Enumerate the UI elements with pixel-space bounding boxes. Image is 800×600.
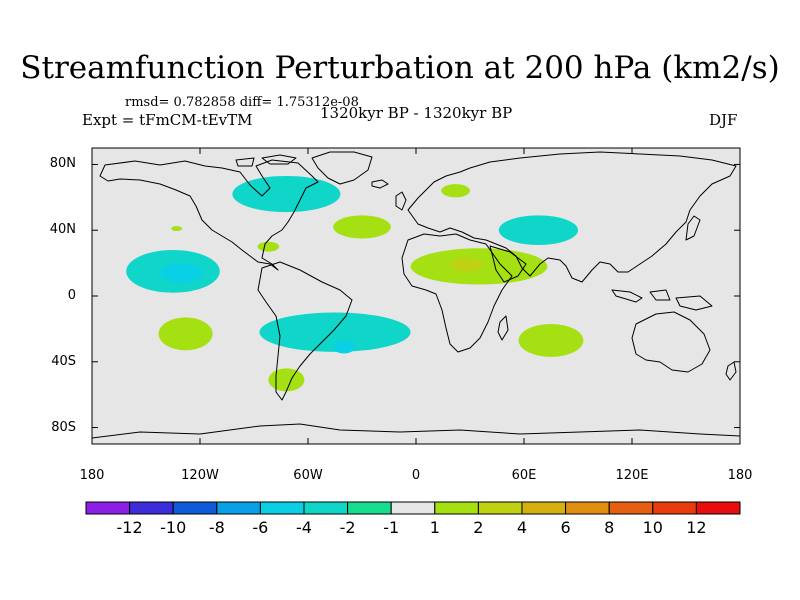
colorbar-swatch	[347, 501, 392, 515]
season-label: DJF	[709, 111, 738, 129]
colorbar-swatch	[85, 501, 131, 515]
period-subtitle: 1320kyr BP - 1320kyr BP	[320, 104, 513, 122]
colorbar-label: 8	[604, 518, 615, 537]
lon-label: 180	[727, 468, 753, 483]
colorbar-swatch	[608, 501, 654, 515]
colorbar-swatch	[521, 501, 567, 515]
lat-label: 0	[67, 288, 76, 303]
colorbar-label: -1	[383, 518, 400, 537]
lon-label: 180	[79, 468, 105, 483]
colorbar-label: -2	[339, 518, 356, 537]
lon-label: 60W	[293, 468, 323, 483]
colorbar-label: 1	[429, 518, 440, 537]
coastlines	[92, 151, 740, 439]
colorbar-label: 4	[516, 518, 528, 537]
colorbar-swatch	[216, 501, 261, 515]
colorbar-swatch	[565, 501, 610, 515]
map-background	[92, 148, 740, 444]
colorbar-swatch	[652, 501, 697, 515]
anomaly-patagonia-positive	[268, 368, 305, 392]
lon-label: 60E	[511, 468, 537, 483]
colorbar-swatch	[390, 501, 436, 515]
colorbar-swatch	[129, 501, 174, 515]
lat-label: 40S	[51, 353, 76, 369]
anomaly-scandinavia-positive	[441, 184, 470, 198]
stats-subtitle: rmsd= 0.782858 diff= 1.75312e-08	[125, 95, 359, 110]
axis-ticks	[91, 148, 741, 444]
experiment-subtitle: Expt = tFmCM-tEvTM	[82, 111, 253, 129]
colorbar-swatch	[172, 501, 218, 515]
colorbar-label: 10	[642, 518, 663, 537]
lon-label: 0	[411, 468, 421, 483]
colorbar-swatch	[259, 501, 305, 515]
colorbar-swatch	[695, 501, 741, 515]
colorbar-swatch	[303, 501, 349, 515]
anomaly-indian-ocean-positive	[518, 323, 584, 357]
anomaly-north-pacific-core	[160, 263, 204, 283]
lon-label: 120W	[181, 468, 219, 483]
anomaly-central-asia-negative	[498, 215, 578, 246]
colorbar-label: -10	[160, 518, 187, 537]
anomaly-gulf-small-positive	[257, 241, 280, 252]
colorbar-label: 2	[473, 518, 484, 537]
anomaly-south-atlantic-core	[333, 340, 355, 354]
anomaly-north-atlantic-positive	[333, 215, 391, 239]
colorbar-swatch	[434, 501, 479, 515]
colorbar-label: -4	[296, 518, 312, 537]
colorbar-label: 6	[560, 518, 571, 537]
lat-label: 40N	[49, 222, 76, 238]
anomaly-south-pacific-positive	[158, 317, 213, 351]
anomaly-north-america-negative	[232, 175, 341, 213]
colorbar-label: -8	[208, 518, 225, 537]
colorbar	[85, 501, 741, 515]
colorbar-label: -12	[116, 518, 143, 537]
colorbar-swatch	[477, 501, 523, 515]
lat-label: 80N	[49, 156, 76, 172]
page-title: Streamfunction Perturbation at 200 hPa (…	[20, 50, 780, 86]
anomaly-contours	[126, 175, 584, 392]
anomaly-north-pacific-small-positive	[171, 226, 183, 232]
lat-label: 80S	[51, 419, 76, 435]
anomaly-north-africa-core	[450, 258, 483, 272]
colorbar-label: 12	[686, 518, 707, 537]
lon-label: 120E	[615, 468, 649, 483]
colorbar-label: -6	[252, 518, 269, 537]
anomaly-south-atlantic-negative	[259, 312, 411, 352]
